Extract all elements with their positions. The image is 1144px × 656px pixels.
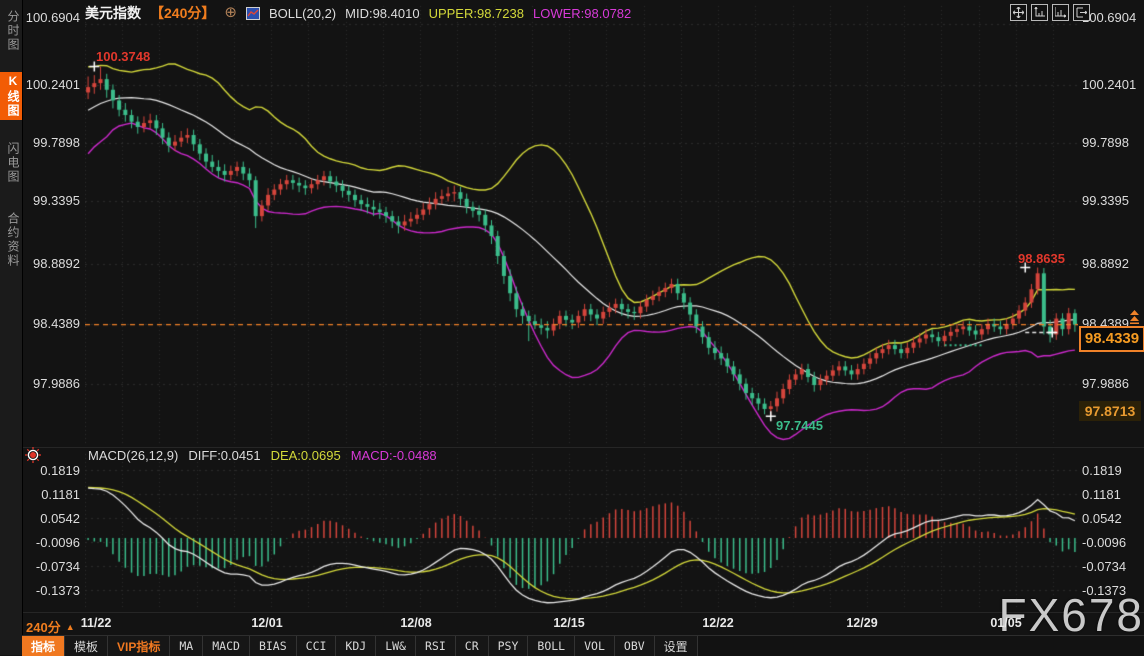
period-badge[interactable]: 【240分】 <box>150 5 216 21</box>
x-axis-date: 11/22 <box>80 616 112 630</box>
toolbar-tab-obv[interactable]: OBV <box>614 636 655 656</box>
price-tick-right: 99.7898 <box>1082 135 1129 150</box>
left-sidebar: 分时图 K线图 闪电图 合约资料 <box>0 0 23 655</box>
macd-tick-right: 0.1181 <box>1082 487 1121 502</box>
price-tick-left: 100.6904 <box>25 10 80 25</box>
toolbar-tab-boll[interactable]: BOLL <box>528 636 576 656</box>
watermark: FX678 <box>998 589 1144 641</box>
alert-icon[interactable] <box>25 447 41 468</box>
annotation-high-right: 98.8635 <box>1018 251 1065 266</box>
fit-horizontal-axis-icon[interactable] <box>1052 4 1069 21</box>
x-axis-date: 12/08 <box>400 616 432 630</box>
period-selector[interactable]: 240分 ▲ <box>26 617 75 636</box>
toolbar-tab-vol[interactable]: VOL <box>575 636 615 656</box>
chart-header: 美元指数 【240分】 ⊕ BOLL(20,2) MID:98.4010 UPP… <box>85 4 631 22</box>
panel-divider <box>22 447 1144 448</box>
macd-tick-left: 0.0542 <box>40 511 80 526</box>
price-up-arrow-icon <box>1127 310 1142 329</box>
macd-dea-value: DEA:0.0695 <box>270 448 341 463</box>
current-price-box: 98.4339 <box>1079 326 1144 352</box>
toolbar-tab-templates[interactable]: 模板 <box>65 636 109 656</box>
macd-diff-value: DIFF:0.0451 <box>188 448 261 463</box>
price-tick-left: 98.8892 <box>33 256 80 271</box>
sidebar-tab-contract-info[interactable]: 合约资料 <box>6 212 20 268</box>
macd-panel-canvas[interactable] <box>85 452 1078 612</box>
x-axis-date: 12/15 <box>553 616 585 630</box>
macd-macd-value: MACD:-0.0488 <box>350 448 437 463</box>
period-dropdown-arrow-icon[interactable]: ▲ <box>65 621 75 632</box>
macd-tick-left: -0.1373 <box>35 583 80 598</box>
annotation-high-left: 100.3748 <box>96 49 151 64</box>
fit-vertical-axis-icon[interactable] <box>1031 4 1048 21</box>
sidebar-tab-flash-chart[interactable]: 闪电图 <box>6 142 20 184</box>
toolbar-tab-rsi[interactable]: RSI <box>415 636 456 656</box>
toolbar-tab-kdj[interactable]: KDJ <box>336 636 377 656</box>
macd-tick-left: 0.1819 <box>40 463 80 478</box>
price-tick-left: 100.2401 <box>25 77 80 92</box>
price-tick-left: 97.9886 <box>33 376 80 391</box>
x-axis-date: 12/29 <box>846 616 878 630</box>
boll-mid-value: MID:98.4010 <box>345 5 420 21</box>
chart-window-controls <box>1010 4 1090 21</box>
toolbar-tab-ma[interactable]: MA <box>170 636 204 656</box>
boll-label: BOLL(20,2) <box>268 5 337 21</box>
sidebar-tab-candle-chart[interactable]: K线图 <box>0 72 22 120</box>
boll-lower-value: LOWER:98.0782 <box>532 5 632 21</box>
price-tick-right: 98.8892 <box>1082 256 1129 271</box>
price-tick-right: 100.6904 <box>1082 10 1137 25</box>
macd-tick-right: 0.0542 <box>1082 511 1122 526</box>
x-axis-date: 12/01 <box>251 616 283 630</box>
toolbar-tab-cr[interactable]: CR <box>455 636 489 656</box>
macd-tick-left: 0.1181 <box>41 487 80 502</box>
symbol-title: 美元指数 <box>85 5 141 21</box>
annotation-low-mid: 97.7445 <box>776 418 823 433</box>
toolbar-tab-macd[interactable]: MACD <box>203 636 250 656</box>
price-tick-left: 98.4389 <box>33 316 80 331</box>
pan-icon[interactable] <box>1010 4 1027 21</box>
macd-tick-left: -0.0096 <box>35 535 80 550</box>
toolbar-tab-psy[interactable]: PSY <box>488 636 529 656</box>
macd-tick-right: -0.0096 <box>1082 535 1127 550</box>
macd-params-label: MACD(26,12,9) <box>88 448 179 463</box>
macd-tick-right: -0.1373 <box>1082 583 1127 598</box>
indicator-toolbar: 指标 模板 VIP指标 MA MACD BIAS CCI KDJ LW& RSI… <box>22 635 1144 656</box>
macd-tick-right: 0.1819 <box>1082 463 1122 478</box>
toolbar-tab-bias[interactable]: BIAS <box>249 636 297 656</box>
panel-divider-bottom <box>22 612 1144 613</box>
x-axis-date: 01/05 <box>990 616 1022 630</box>
sidebar-tab-time-chart[interactable]: 分时图 <box>6 10 20 52</box>
price-tick-right: 97.9886 <box>1082 376 1129 391</box>
circle-plus-icon[interactable]: ⊕ <box>224 4 237 21</box>
price-tick-right: 99.3395 <box>1082 193 1129 208</box>
toolbar-tab-cci[interactable]: CCI <box>296 636 337 656</box>
toolbar-tab-vip-indicators[interactable]: VIP指标 <box>108 636 171 656</box>
price-tick-left: 99.3395 <box>33 193 80 208</box>
macd-header: MACD(26,12,9) DIFF:0.0451 DEA:0.0695 MAC… <box>88 448 437 463</box>
period-selector-label[interactable]: 240分 <box>26 620 61 635</box>
mini-chart-icon[interactable] <box>245 6 260 20</box>
macd-tick-left: -0.0734 <box>35 559 80 574</box>
price-tick-right: 100.2401 <box>1082 77 1137 92</box>
macd-tick-right: -0.0734 <box>1082 559 1127 574</box>
boll-upper-value: UPPER:98.7238 <box>428 5 524 21</box>
x-axis-date: 12/22 <box>702 616 734 630</box>
toolbar-tab-indicators[interactable]: 指标 <box>22 636 66 656</box>
reset-scale-icon[interactable] <box>1073 4 1090 21</box>
main-chart-canvas[interactable] <box>85 0 1078 448</box>
price-tick-left: 99.7898 <box>33 135 80 150</box>
toolbar-tab-settings[interactable]: 设置 <box>654 636 698 656</box>
toolbar-tab-lwr[interactable]: LW& <box>376 636 416 656</box>
secondary-price-box: 97.8713 <box>1079 401 1141 421</box>
